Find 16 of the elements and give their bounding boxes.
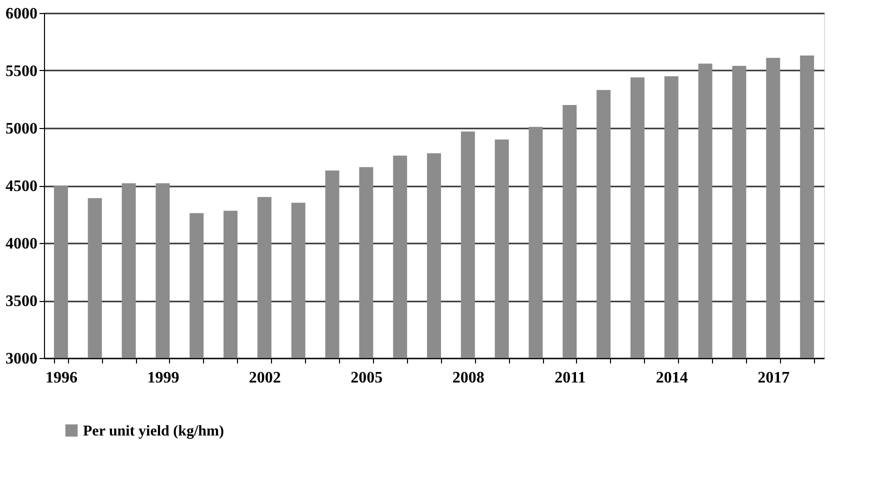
x-tick-label: 2011 [554, 370, 586, 386]
x-tick-label: 2014 [656, 370, 688, 386]
y-tick-label: 4000 [6, 236, 38, 252]
x-tick-label: 2017 [758, 370, 790, 386]
x-tick-label: 2008 [452, 370, 484, 386]
y-tick-label: 5000 [6, 120, 38, 138]
y-tick-label: 3000 [6, 350, 38, 368]
x-tick-label: 2002 [248, 370, 281, 386]
x-tick-label: 2005 [350, 370, 383, 386]
x-tick-label: 1999 [147, 370, 180, 386]
y-tick-label: 6000 [6, 6, 38, 22]
y-tick-label: 3500 [6, 293, 38, 310]
legend-label: Per unit yield (kg/hm) [83, 424, 224, 440]
y-tick-label: 5500 [6, 63, 38, 80]
x-tick-label: 1996 [45, 370, 78, 386]
y-tick-label: 4500 [6, 178, 38, 195]
